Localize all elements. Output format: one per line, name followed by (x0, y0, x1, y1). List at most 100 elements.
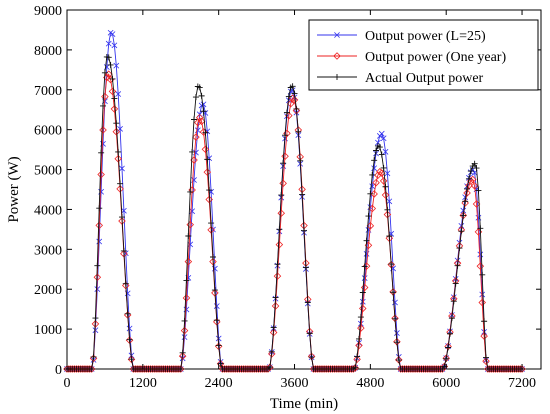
data-point (205, 195, 213, 204)
data-point (115, 148, 122, 155)
data-point (477, 225, 484, 232)
x-tick-label: 3600 (281, 376, 309, 391)
x-axis-label: Time (min) (270, 396, 338, 412)
y-tick-label: 0 (55, 363, 62, 378)
data-point (215, 342, 222, 349)
series-3 (64, 53, 526, 372)
data-point (373, 147, 380, 154)
data-point (470, 182, 479, 190)
data-point (290, 96, 299, 104)
data-point (461, 199, 469, 207)
data-point (91, 320, 100, 328)
data-point (213, 303, 220, 309)
data-point (126, 325, 133, 332)
data-point (452, 280, 459, 287)
data-point (198, 92, 205, 99)
data-point (109, 31, 116, 37)
data-point (202, 129, 209, 136)
data-point (363, 237, 370, 244)
data-point (204, 156, 211, 163)
data-point (128, 356, 135, 363)
data-point (191, 116, 198, 123)
data-point (476, 262, 485, 270)
data-point (467, 168, 474, 175)
y-tick-label: 5000 (34, 164, 62, 179)
data-point (116, 185, 124, 193)
data-point (96, 205, 103, 212)
data-point (365, 213, 372, 220)
data-point (392, 315, 399, 322)
data-point (293, 105, 300, 112)
data-point (480, 332, 488, 340)
data-point (289, 83, 296, 90)
data-point (192, 133, 200, 141)
data-point (281, 152, 289, 161)
data-point (122, 280, 129, 287)
data-point (454, 262, 461, 269)
data-point (479, 271, 486, 278)
data-point (196, 84, 203, 91)
data-point (460, 212, 467, 219)
data-point (448, 315, 455, 322)
data-point (186, 220, 195, 229)
data-point (355, 341, 363, 350)
x-tick-label: 7200 (508, 376, 536, 391)
data-point (354, 353, 361, 360)
axes-ticks: 0 1200 2400 3600 4800 6000 7200 0 1000 2000 3000 40… (34, 4, 541, 391)
data-point (182, 294, 191, 302)
data-point (213, 317, 220, 324)
data-point (302, 264, 309, 271)
data-point (203, 168, 212, 176)
data-point (108, 87, 117, 96)
data-point (271, 302, 280, 310)
data-point (192, 94, 199, 101)
data-point (120, 247, 127, 254)
data-point (216, 359, 225, 368)
legend: Output power (L=25) Output power (One yea… (308, 19, 539, 91)
data-point (450, 298, 457, 305)
y-tick-label: 2000 (34, 283, 62, 298)
data-point (273, 272, 282, 280)
data-point (101, 92, 109, 101)
data-point (370, 190, 378, 198)
data-point (359, 289, 366, 296)
data-point (308, 354, 315, 361)
data-point (180, 326, 189, 335)
data-point (113, 120, 120, 127)
data-point (178, 352, 187, 360)
data-point (187, 241, 194, 248)
data-point (383, 210, 392, 219)
y-axis-label: Power (W) (6, 156, 22, 222)
data-point (390, 289, 397, 296)
x-tick-label: 6000 (432, 376, 460, 391)
data-point (197, 117, 206, 126)
data-point (95, 221, 103, 230)
data-point (380, 135, 387, 142)
data-point (299, 191, 306, 198)
legend-label: Actual Output power (365, 71, 484, 86)
data-point (124, 310, 131, 317)
data-point (206, 187, 213, 194)
data-point (88, 366, 95, 372)
data-point (359, 304, 367, 313)
data-point (268, 348, 275, 355)
data-point (113, 62, 120, 69)
data-point (115, 91, 122, 97)
data-point (126, 336, 133, 343)
data-point (272, 294, 279, 301)
data-point (208, 220, 215, 227)
data-point (99, 126, 107, 134)
data-point (359, 298, 366, 305)
data-point (304, 299, 311, 306)
data-point (280, 160, 287, 167)
data-point (386, 233, 393, 240)
data-point (187, 188, 194, 195)
data-point (181, 317, 188, 324)
data-point (276, 226, 283, 233)
data-point (378, 130, 385, 137)
data-point (266, 364, 273, 371)
data-point (200, 108, 207, 115)
legend-label: Output power (One year) (365, 50, 506, 65)
data-point (177, 366, 184, 372)
